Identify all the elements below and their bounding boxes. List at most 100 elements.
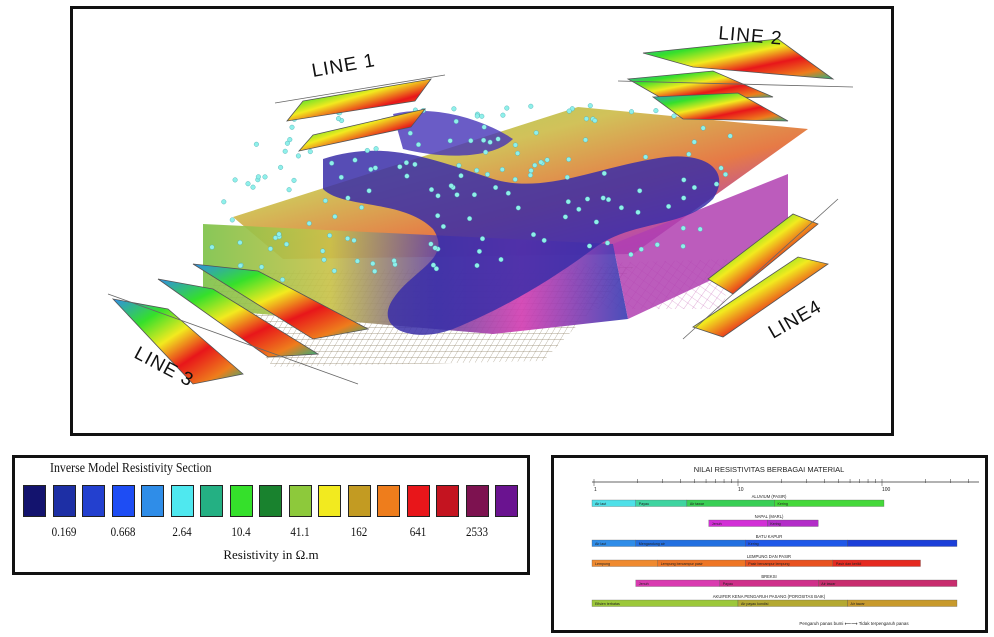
measurement-point [448,183,454,189]
measurement-point [628,251,634,257]
legend-tick-label: 2533 [465,524,489,539]
measurement-point [432,245,438,251]
measurement-point [671,113,677,119]
legend-swatch [318,485,341,517]
measurement-point [593,219,599,225]
material-row-heading: LEMPUNG DAN PASIR [747,554,791,559]
measurement-point [504,105,510,111]
legend-swatch [23,485,46,517]
measurement-point [681,195,687,201]
material-scale-ticks [593,479,969,486]
measurement-point [601,170,607,176]
legend-swatch [347,485,371,517]
line-3-slice-3 [192,263,370,340]
line-4-profiles [682,198,839,340]
measurement-point [221,199,227,205]
measurement-point [691,139,697,145]
measurement-point [332,214,338,220]
material-segment-label: Air tawar [821,582,836,586]
line-4-label: LINE4 [765,296,826,343]
measurement-point [282,148,288,154]
line-4-slice-2 [692,256,829,338]
measurement-point [451,106,457,112]
measurement-point [368,166,374,172]
measurement-point [505,190,511,196]
measurement-point [576,206,582,212]
material-segment [774,499,885,507]
measurement-point [372,165,378,171]
scale-label-100: 100 [882,487,891,493]
measurement-point [515,150,521,156]
measurement-point [481,124,487,130]
measurement-point [637,188,643,194]
measurement-point [354,258,360,264]
material-segment-label: Mengandung air [639,542,666,546]
material-segment [818,579,958,587]
legend-tick-label: 10.4 [231,524,251,539]
measurement-point [372,268,378,274]
measurement-point [528,103,534,109]
measurement-point [291,177,297,183]
measurement-point [306,220,312,226]
measurement-point [500,112,506,118]
measurement-point [237,263,243,269]
measurement-point [407,130,413,136]
legend-swatch [495,485,518,517]
measurement-point [566,108,572,114]
measurement-point [329,160,335,166]
material-segment-label: Lempung bercampur pasir [661,562,704,566]
measurement-point [592,118,598,124]
measurement-point [447,138,453,144]
measurement-point [433,266,439,272]
measurement-point [515,205,521,211]
line-1-profiles [274,74,446,152]
line-3-axis [107,293,359,385]
material-row-heading: BREKSI [761,574,776,579]
measurement-point [653,108,659,114]
measurement-point [600,195,606,201]
measurement-point [430,262,436,268]
measurement-point [331,268,337,274]
legend-tick-label: 41.1 [290,524,310,539]
material-segment-label: Pasir dan kerikil [836,562,862,566]
measurement-point [562,214,568,220]
measurement-point [287,137,293,143]
measurement-point [428,241,434,247]
measurement-point [237,240,243,246]
measurement-point [566,156,572,162]
material-rows: ALUVIUM (PASIR) Air laut Payau Air tawar Ker… [591,494,958,607]
measurement-point [286,187,292,193]
measurement-point [691,184,697,190]
low-resistivity-body [323,150,720,335]
measurement-point [666,203,672,209]
legend-title: Inverse Model Resistivity Section [50,461,212,476]
measurement-point [454,192,460,198]
measurement-point [259,264,265,270]
measurement-point [700,125,706,131]
measurement-point [295,153,301,159]
measurement-point [321,257,327,263]
material-segment-label: Jenuh [712,522,722,526]
legend-swatch [229,485,253,517]
measurement-point [618,205,624,211]
measurement-point [681,177,687,183]
measurement-point [583,116,589,122]
measurement-point [435,213,441,219]
measurement-point [245,181,251,187]
measurement-point [532,162,538,168]
measurement-point [583,137,589,143]
line-2-slice-1 [642,38,835,80]
measurement-point [531,232,537,238]
measurement-point [471,192,477,198]
legend-swatch [141,485,164,517]
measurement-point [533,130,539,136]
legend-swatch [465,485,489,517]
measurement-point [232,177,238,183]
measurement-point [605,240,611,246]
measurement-point [403,160,409,166]
measurement-point [680,225,686,231]
measurement-point [364,147,370,153]
block-right-face [613,174,788,319]
material-segment-label: Lempung [595,562,610,566]
measurement-point [284,140,290,146]
